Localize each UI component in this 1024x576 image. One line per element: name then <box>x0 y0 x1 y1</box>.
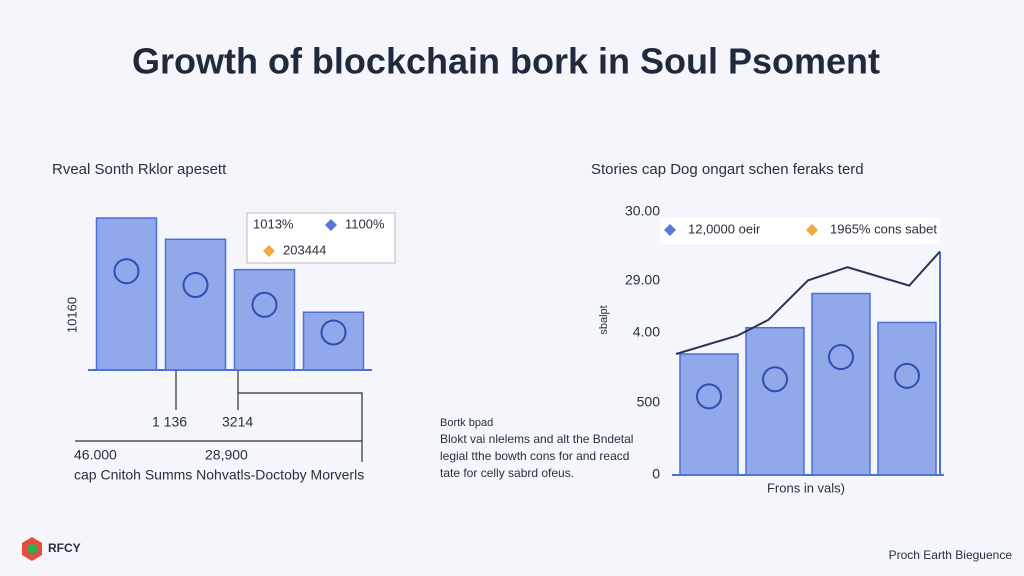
bar-icon <box>182 272 209 299</box>
bar-icon <box>251 291 278 318</box>
footer: Proch Earth Bieguence <box>889 548 1013 562</box>
note-line: tate for celly sabrd ofeus. <box>440 466 574 480</box>
annotation: 1 136 <box>152 414 187 430</box>
y-axis-label: 10160 <box>64 297 79 333</box>
legend-box <box>660 218 940 244</box>
bar <box>233 268 296 371</box>
bar <box>877 321 937 476</box>
caption: cap Cnitoh Summs Nohvatls-Doctoby Morver… <box>74 467 364 483</box>
trend-line <box>675 250 941 355</box>
bar-icon <box>320 319 347 346</box>
bar <box>302 311 365 371</box>
logo-text: RFCY <box>48 541 81 555</box>
main-title: Growth of blockchain bork in Soul Psomen… <box>132 41 880 82</box>
legend-marker <box>325 219 337 231</box>
connector-lines <box>75 370 363 462</box>
legend-marker <box>263 245 275 257</box>
legend-label: 1013% <box>253 216 294 231</box>
y-axis-label: sbalpt <box>598 305 610 334</box>
bar <box>164 238 227 371</box>
chart-title: Rveal Sonth Rklor apesett <box>52 161 227 178</box>
legend-marker <box>664 224 676 236</box>
legend-label: 203444 <box>283 242 326 257</box>
annotation: 3214 <box>222 414 253 430</box>
bar-icon <box>894 362 920 389</box>
y-label: 4.00 <box>633 324 660 340</box>
bar <box>811 292 871 476</box>
y-label: 30.00 <box>625 203 660 219</box>
annotation: 28,900 <box>205 447 248 463</box>
legend-label: 12,0000 oeir <box>688 221 761 236</box>
legend-marker <box>806 224 818 236</box>
note-line: Blokt vai nlelems and alt the Bndetal <box>440 432 633 446</box>
bar-icon <box>113 258 140 285</box>
bar <box>745 326 805 476</box>
y-label: 29.00 <box>625 272 660 288</box>
legend-label: 1965% cons sabet <box>830 221 937 236</box>
bar-icon <box>696 383 722 410</box>
bar-icon <box>762 366 788 393</box>
bar <box>95 217 158 371</box>
x-axis-label: Frons in vals) <box>767 480 845 495</box>
logo-icon <box>22 537 42 561</box>
y-label: 500 <box>637 394 661 410</box>
annotation: 46.000 <box>74 447 117 463</box>
y-label: 0 <box>652 466 660 482</box>
bar <box>679 353 739 476</box>
bar-icon <box>828 344 854 371</box>
note-line: legial tthe bowth cons for and reacd <box>440 449 629 463</box>
note-heading: Bortk bpad <box>440 417 493 429</box>
chart-title: Stories cap Dog ongart schen feraks terd <box>591 161 864 178</box>
legend-label: 1100% <box>345 216 385 231</box>
legend-box <box>246 212 396 264</box>
